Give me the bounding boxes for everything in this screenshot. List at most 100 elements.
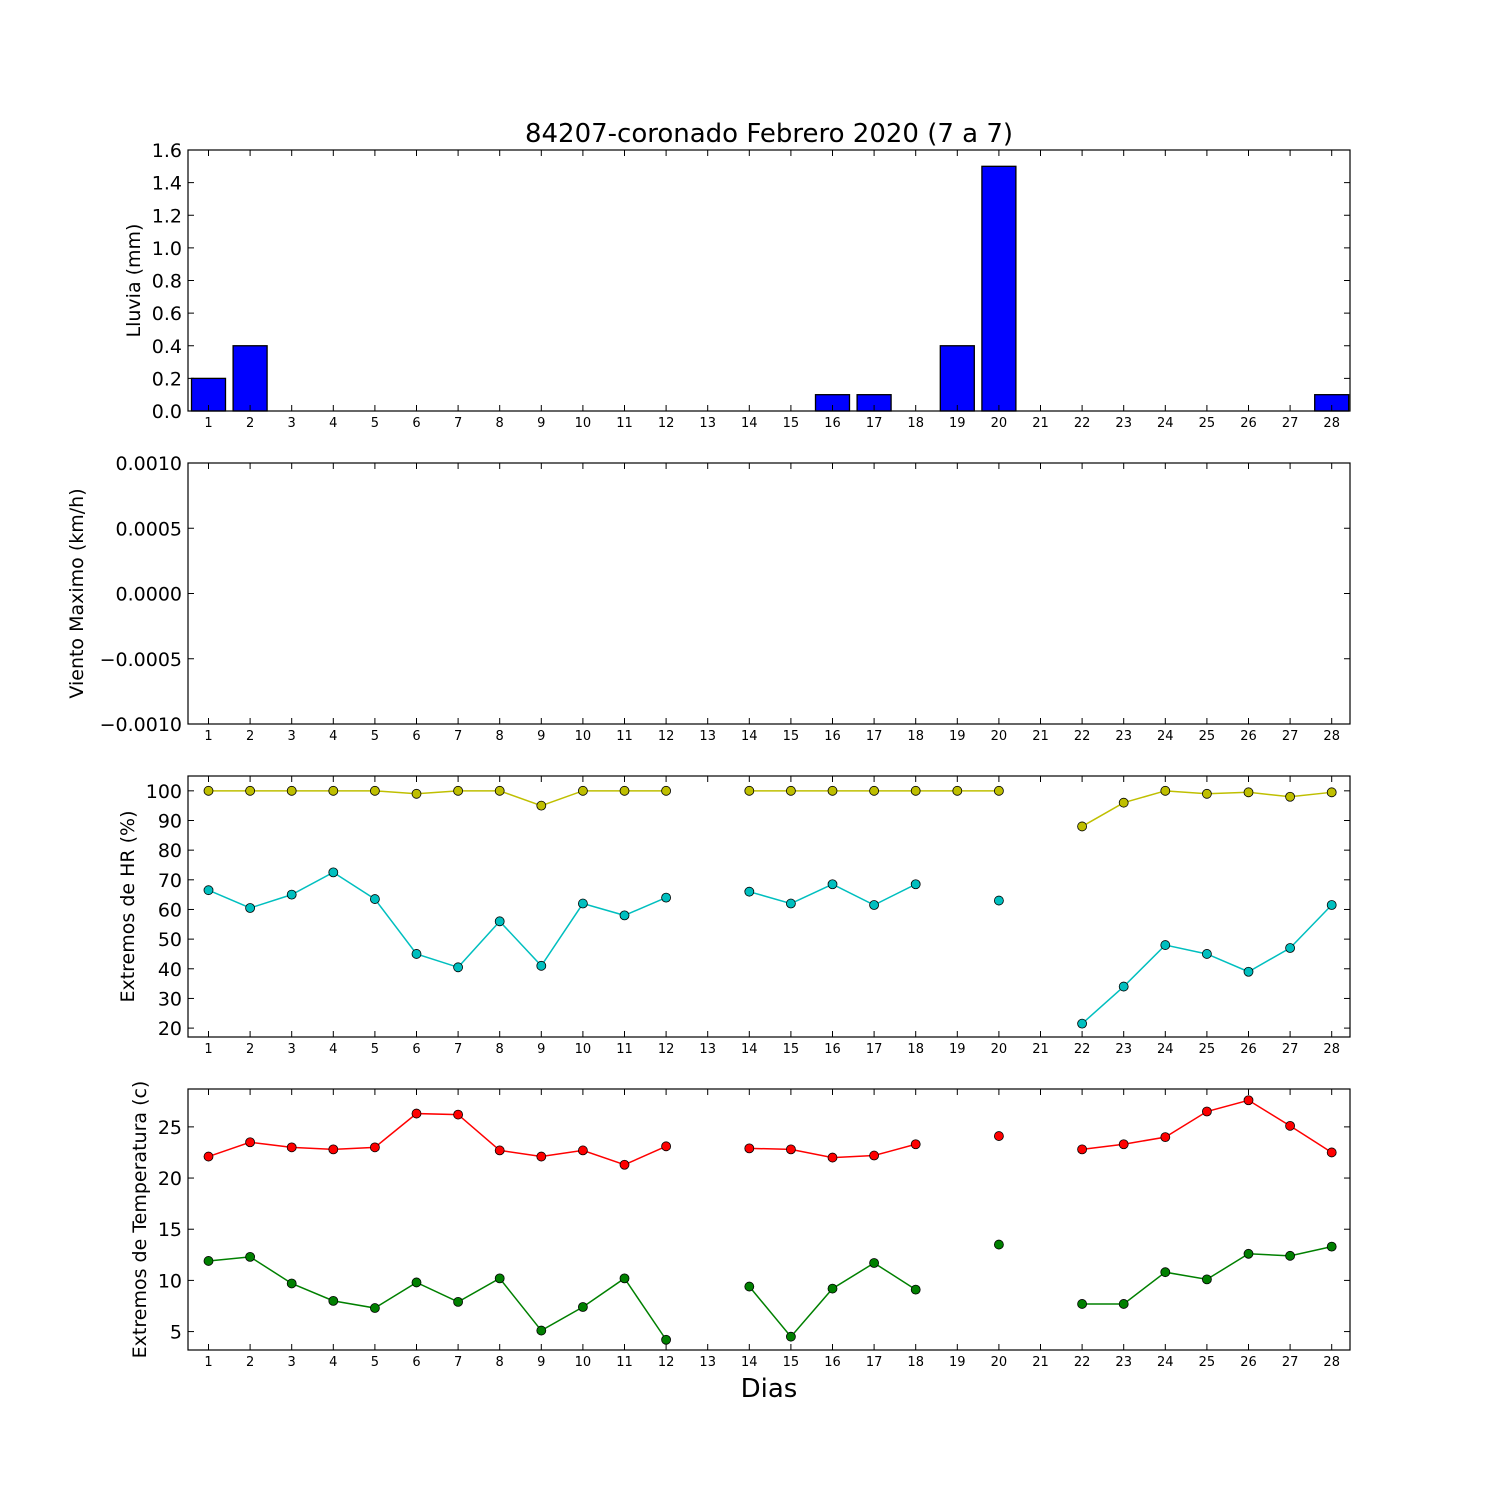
data-point <box>1243 1095 1254 1106</box>
data-point <box>578 785 588 796</box>
data-point <box>494 1273 505 1284</box>
data-point <box>286 785 297 796</box>
x-tick-label: 10 <box>575 1355 592 1370</box>
x-tick-label: 1 <box>204 1042 212 1057</box>
x-tick-label: 6 <box>412 416 420 431</box>
data-point <box>369 1142 380 1153</box>
data-point <box>1160 1267 1171 1278</box>
data-point <box>494 1145 505 1156</box>
x-tick-label: 2 <box>246 416 254 431</box>
y-axis-label: Extremos de Temperatura (c) <box>129 1081 151 1359</box>
data-point <box>1118 1139 1129 1150</box>
x-tick-label: 11 <box>616 729 633 744</box>
data-point <box>869 900 879 910</box>
data-point <box>786 1144 796 1155</box>
data-point <box>910 785 921 796</box>
data-point <box>245 903 256 913</box>
y-tick-label: −0.0005 <box>100 649 182 671</box>
x-tick-label: 12 <box>658 729 675 744</box>
series-line <box>208 790 667 807</box>
data-point <box>1118 1299 1129 1309</box>
data-point <box>536 800 547 811</box>
x-tick-label: 15 <box>783 1355 800 1370</box>
x-tick-label: 24 <box>1157 1042 1174 1057</box>
data-point <box>1202 1274 1212 1285</box>
data-point <box>494 785 505 796</box>
x-tick-label: 28 <box>1323 1355 1340 1370</box>
x-tick-label: 16 <box>824 729 841 744</box>
data-point <box>245 1251 256 1262</box>
x-tick-label: 26 <box>1240 729 1257 744</box>
data-point <box>453 1296 464 1307</box>
plot-frame <box>187 775 1351 1038</box>
x-tick-label: 17 <box>866 729 883 744</box>
x-tick-label: 6 <box>412 1042 420 1057</box>
data-point <box>203 1256 214 1266</box>
x-tick-label: 4 <box>329 1355 337 1370</box>
data-point <box>994 1239 1004 1250</box>
data-point <box>1285 1120 1295 1131</box>
figure-title: 84207-coronado Febrero 2020 (7 a 7) <box>525 119 1013 149</box>
y-tick-label: 1.0 <box>152 238 182 260</box>
x-tick-label: 26 <box>1240 1355 1257 1370</box>
data-point <box>1326 1241 1337 1252</box>
x-tick-label: 2 <box>246 1042 254 1057</box>
x-tick-label: 14 <box>741 1042 758 1057</box>
y-tick-label: 0.4 <box>152 336 182 358</box>
data-point <box>1202 788 1212 799</box>
data-point <box>536 960 547 971</box>
plot-area <box>188 776 1350 1037</box>
x-tick-label: 20 <box>991 729 1008 744</box>
y-axis-label: Viento Maximo (km/h) <box>66 488 88 698</box>
x-tick-label: 16 <box>824 1042 841 1057</box>
x-tick-label: 15 <box>783 416 800 431</box>
y-tick-label: 0.0 <box>152 401 182 423</box>
plot-frame <box>187 1088 1351 1351</box>
x-tick-label: 27 <box>1282 1042 1299 1057</box>
data-point <box>910 1284 921 1295</box>
bar <box>232 345 268 412</box>
x-tick-label: 3 <box>288 416 296 431</box>
data-point <box>744 1281 755 1292</box>
data-point <box>369 785 380 796</box>
data-point <box>1326 1147 1337 1158</box>
data-point <box>1077 1299 1087 1309</box>
x-tick-label: 4 <box>329 1042 337 1057</box>
data-point <box>661 785 671 796</box>
plot-area <box>188 150 1350 411</box>
x-tick-label: 14 <box>741 729 758 744</box>
x-tick-label: 26 <box>1240 1042 1257 1057</box>
x-tick-label: 20 <box>991 1042 1008 1057</box>
data-point <box>744 785 755 796</box>
y-tick-label: 20 <box>158 1168 182 1190</box>
data-point <box>411 1277 422 1288</box>
x-tick-label: 12 <box>658 416 675 431</box>
x-tick-label: 3 <box>288 1355 296 1370</box>
y-tick-label: 80 <box>158 840 182 862</box>
x-tick-label: 14 <box>741 416 758 431</box>
x-tick-label: 3 <box>288 729 296 744</box>
y-tick-label: 40 <box>158 959 182 981</box>
x-tick-label: 22 <box>1074 729 1091 744</box>
x-tick-label: 25 <box>1199 1355 1216 1370</box>
x-tick-label: 18 <box>907 729 924 744</box>
data-point <box>1326 900 1337 910</box>
y-tick-label: 1.4 <box>152 173 182 195</box>
data-point <box>203 785 214 796</box>
x-tick-label: 12 <box>658 1355 675 1370</box>
data-point <box>827 1283 838 1294</box>
bar <box>981 165 1017 412</box>
x-tick-label: 17 <box>866 1355 883 1370</box>
x-axis-label: Dias <box>741 1374 798 1404</box>
x-tick-label: 4 <box>329 729 337 744</box>
x-tick-label: 19 <box>949 416 966 431</box>
data-point <box>1160 1132 1171 1143</box>
data-point <box>827 785 838 796</box>
x-tick-label: 18 <box>907 416 924 431</box>
x-tick-label: 25 <box>1199 416 1216 431</box>
y-tick-label: 0.0010 <box>116 453 182 475</box>
data-point <box>328 1295 339 1306</box>
x-tick-label: 12 <box>658 1042 675 1057</box>
